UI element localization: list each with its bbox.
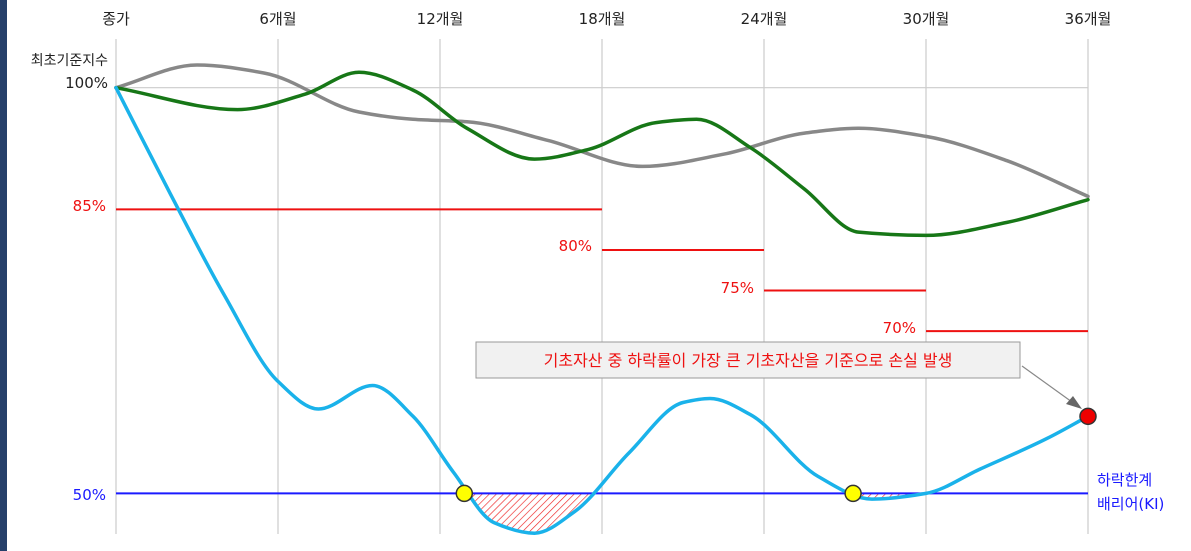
x-tick-label: 18개월 [579,10,626,28]
x-tick-label: 30개월 [903,10,950,28]
series-line [114,63,1090,199]
ref-level-label: 80% [559,237,592,255]
barrier-touch-marker [844,484,862,503]
y-axis-title: 최초기준지수 [31,53,108,69]
x-tick-label: 종가 [102,10,130,28]
series-line [114,85,1090,535]
ref-level-label: 85% [73,197,106,215]
ref-level-label: 70% [883,319,916,337]
x-tick-label: 6개월 [259,10,296,28]
barrier-level-label: 50% [73,486,106,504]
barrier-name-line1: 하락한계 [1097,471,1152,489]
x-tick-label: 36개월 [1065,10,1112,28]
annotation-box [475,341,1021,379]
x-tick-label: 12개월 [417,10,464,28]
x-tick-label: 24개월 [741,10,788,28]
series-line [114,70,1090,238]
annotation-text: 기초자산 중 하락률이 가장 큰 기초자산을 기준으로 손실 발생 [544,351,953,370]
y-start-label: 100% [65,74,108,92]
barrier-touch-marker [455,484,474,503]
annotation-arrow [1021,365,1073,403]
barrier-name-line2: 배리어(KI) [1097,495,1164,513]
ref-level-label: 75% [721,279,754,297]
left-edge-strip [0,0,7,551]
loss-point-marker [1079,407,1097,426]
annotation-arrowhead [1066,396,1082,409]
